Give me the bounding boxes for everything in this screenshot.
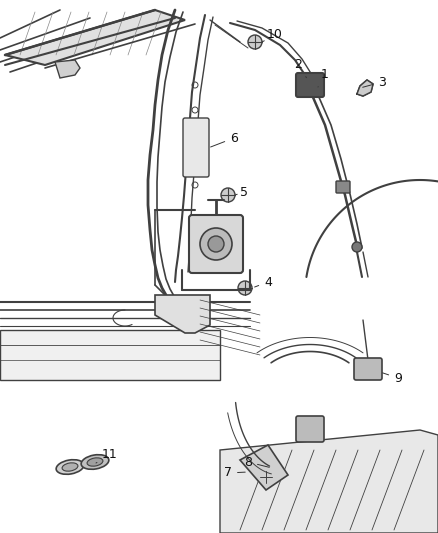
Ellipse shape [87, 458, 103, 466]
Text: 11: 11 [96, 448, 118, 463]
FancyBboxPatch shape [189, 215, 243, 273]
Circle shape [192, 182, 198, 188]
Circle shape [208, 236, 224, 252]
Text: 5: 5 [235, 185, 248, 198]
Ellipse shape [376, 503, 404, 517]
Ellipse shape [63, 348, 98, 362]
Ellipse shape [60, 67, 70, 73]
FancyBboxPatch shape [354, 358, 382, 380]
Circle shape [238, 281, 252, 295]
Polygon shape [0, 330, 220, 380]
Polygon shape [155, 295, 210, 333]
Text: 8: 8 [244, 456, 269, 469]
Polygon shape [5, 10, 185, 65]
Circle shape [248, 35, 262, 49]
Circle shape [196, 314, 204, 322]
FancyBboxPatch shape [296, 416, 324, 442]
FancyBboxPatch shape [183, 118, 209, 177]
FancyBboxPatch shape [336, 181, 350, 193]
Circle shape [192, 107, 198, 113]
Ellipse shape [56, 459, 84, 474]
Text: 3: 3 [363, 76, 386, 88]
Text: 10: 10 [262, 28, 283, 42]
Circle shape [349, 484, 361, 496]
Ellipse shape [251, 457, 275, 477]
Text: 4: 4 [254, 276, 272, 288]
Circle shape [200, 228, 232, 260]
Text: 6: 6 [211, 132, 238, 147]
Circle shape [192, 132, 198, 138]
Polygon shape [357, 80, 373, 96]
Text: 9: 9 [383, 372, 402, 384]
Text: 1: 1 [318, 69, 329, 87]
Bar [189, 130, 201, 140]
Text: 7: 7 [224, 466, 245, 480]
Circle shape [192, 157, 198, 163]
Polygon shape [55, 60, 80, 78]
Circle shape [12, 347, 28, 363]
Ellipse shape [81, 455, 109, 470]
Circle shape [221, 188, 235, 202]
FancyBboxPatch shape [296, 73, 324, 97]
Circle shape [352, 242, 362, 252]
Circle shape [192, 82, 198, 88]
Polygon shape [240, 445, 288, 490]
Polygon shape [220, 430, 438, 533]
Ellipse shape [62, 463, 78, 471]
Circle shape [171, 311, 179, 319]
Circle shape [260, 471, 272, 483]
Text: 2: 2 [294, 59, 307, 78]
